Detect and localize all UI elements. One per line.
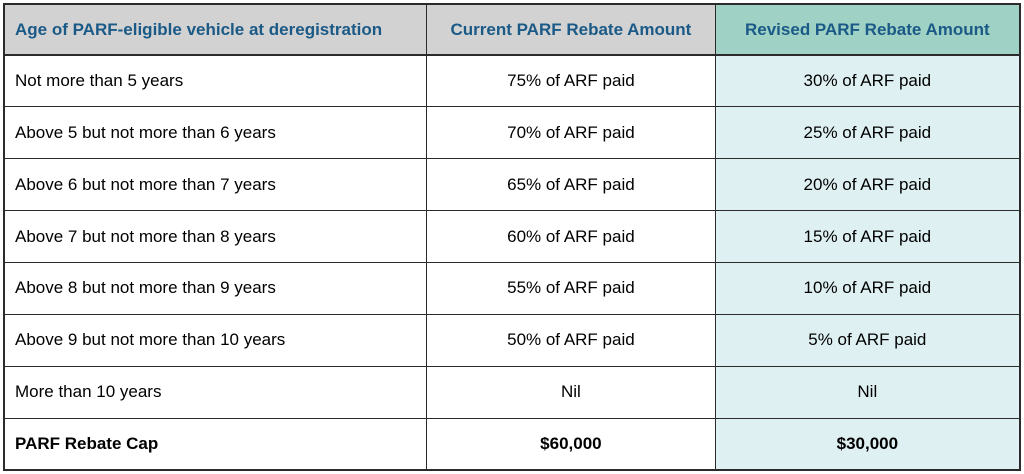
table-row: Not more than 5 years 75% of ARF paid 30% … xyxy=(3,54,1021,108)
cell-age: PARF Rebate Cap xyxy=(3,417,428,471)
cell-current: Nil xyxy=(426,365,716,419)
table-header: Age of PARF-eligible vehicle at deregist… xyxy=(3,3,1021,56)
cell-revised: $30,000 xyxy=(714,417,1021,471)
column-header-current-rebate: Current PARF Rebate Amount xyxy=(426,3,716,56)
parf-rebate-table: Age of PARF-eligible vehicle at deregist… xyxy=(3,3,1021,471)
header-row: Age of PARF-eligible vehicle at deregist… xyxy=(3,3,1021,56)
cell-revised: 30% of ARF paid xyxy=(714,54,1021,108)
cell-revised: Nil xyxy=(714,365,1021,419)
cell-revised: 25% of ARF paid xyxy=(714,106,1021,160)
cell-age: More than 10 years xyxy=(3,365,428,419)
table-row: Above 5 but not more than 6 years 70% of … xyxy=(3,106,1021,160)
cell-current: 75% of ARF paid xyxy=(426,54,716,108)
table-row: Above 9 but not more than 10 years 50% of… xyxy=(3,313,1021,367)
cell-current: 50% of ARF paid xyxy=(426,313,716,367)
table-row: More than 10 years Nil Nil xyxy=(3,365,1021,419)
cell-revised: 20% of ARF paid xyxy=(714,158,1021,212)
cell-age: Above 8 but not more than 9 years xyxy=(3,262,428,315)
cell-age: Above 7 but not more than 8 years xyxy=(3,210,428,263)
cell-revised: 15% of ARF paid xyxy=(714,210,1021,263)
table-row: PARF Rebate Cap $60,000 $30,000 xyxy=(3,417,1021,471)
table-row: Above 6 but not more than 7 years 65% of … xyxy=(3,158,1021,212)
cell-age: Not more than 5 years xyxy=(3,54,428,108)
cell-age: Above 5 but not more than 6 years xyxy=(3,106,428,160)
column-header-revised-rebate: Revised PARF Rebate Amount xyxy=(714,3,1021,56)
cell-current: 60% of ARF paid xyxy=(426,210,716,263)
cell-current: 55% of ARF paid xyxy=(426,262,716,315)
cell-current: 70% of ARF paid xyxy=(426,106,716,160)
cell-current: $60,000 xyxy=(426,417,716,471)
cell-current: 65% of ARF paid xyxy=(426,158,716,212)
table-row: Above 8 but not more than 9 years 55% of … xyxy=(3,262,1021,315)
cell-revised: 10% of ARF paid xyxy=(714,262,1021,315)
table-row: Above 7 but not more than 8 years 60% of … xyxy=(3,210,1021,263)
column-header-age: Age of PARF-eligible vehicle at deregist… xyxy=(3,3,428,56)
cell-age: Above 9 but not more than 10 years xyxy=(3,313,428,367)
table-body: Not more than 5 years 75% of ARF paid 30% … xyxy=(3,54,1021,471)
cell-age: Above 6 but not more than 7 years xyxy=(3,158,428,212)
cell-revised: 5% of ARF paid xyxy=(714,313,1021,367)
